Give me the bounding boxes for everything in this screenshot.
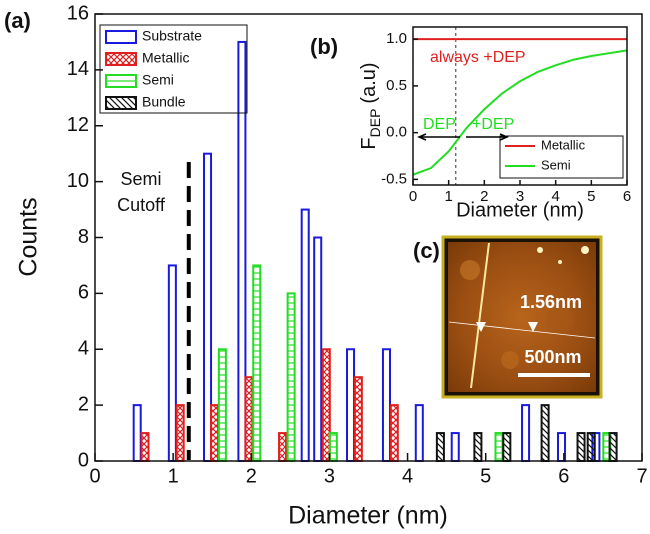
label-unit: (a.u) — [358, 62, 380, 103]
bar — [503, 433, 510, 461]
bar — [610, 433, 617, 461]
y-tick-label: 0.5 — [386, 77, 407, 94]
x-tick-label: 6 — [623, 188, 631, 205]
bar — [279, 433, 286, 461]
bar — [219, 349, 226, 461]
y-tick-label: 14 — [67, 58, 89, 80]
legend-swatch — [106, 97, 136, 109]
bar — [288, 293, 295, 461]
bar — [134, 405, 141, 461]
x-tick-label: 5 — [587, 188, 595, 205]
bar — [391, 405, 398, 461]
y-tick-label: 16 — [67, 2, 89, 24]
y-tick-label: 12 — [67, 114, 89, 136]
bar — [542, 405, 549, 461]
bar — [211, 405, 218, 461]
y-tick-label: 2 — [78, 393, 89, 415]
bar — [452, 433, 459, 461]
bar — [474, 433, 481, 461]
bar — [245, 377, 252, 461]
bar — [204, 154, 211, 461]
legend-swatch — [106, 53, 136, 65]
x-tick-label: 3 — [324, 465, 335, 487]
inset-y-axis-label: FDEP (a.u) — [358, 62, 382, 149]
bar — [522, 405, 529, 461]
legend-label: Bundle — [142, 94, 186, 110]
bar — [169, 265, 176, 461]
y-tick-label: -0.5 — [381, 170, 407, 187]
bar — [141, 433, 148, 461]
bar — [588, 433, 595, 461]
y-tick-label: 0.0 — [386, 124, 407, 141]
bar — [495, 433, 502, 461]
x-tick-label: 3 — [516, 188, 524, 205]
bar — [323, 349, 330, 461]
legend-label: Metallic — [142, 50, 189, 66]
y-tick-label: 6 — [78, 282, 89, 304]
legend-label: Semi — [541, 157, 571, 172]
bar — [302, 210, 309, 461]
label-sub: DEP — [367, 109, 383, 138]
x-tick-label: 4 — [551, 188, 559, 205]
scale-label: 500nm — [524, 347, 581, 367]
label-main: F — [358, 137, 380, 149]
y-tick-label: 8 — [78, 226, 89, 248]
y-tick-label: 1.0 — [386, 30, 407, 47]
bar — [253, 265, 260, 461]
bar — [347, 349, 354, 461]
annotation: Cutoff — [117, 195, 166, 215]
bar — [383, 349, 390, 461]
x-tick-label: 0 — [89, 465, 100, 487]
x-tick-label: 1 — [444, 188, 452, 205]
x-tick-label: 2 — [246, 465, 257, 487]
x-tick-label: 4 — [402, 465, 413, 487]
bar — [330, 433, 337, 461]
x-tick-label: 1 — [168, 465, 179, 487]
y-tick-label: 0 — [78, 449, 89, 471]
x-tick-label: 2 — [480, 188, 488, 205]
y-axis-label: Counts — [15, 197, 43, 276]
legend-label: Metallic — [541, 137, 586, 152]
bar — [355, 377, 362, 461]
legend-swatch — [106, 75, 136, 87]
x-tick-label: 5 — [480, 465, 491, 487]
annotation: +DEP — [472, 116, 514, 133]
bar — [314, 238, 321, 462]
bar — [177, 405, 184, 461]
bar — [578, 433, 585, 461]
legend-label: Substrate — [142, 28, 202, 44]
legend-swatch — [106, 31, 136, 43]
x-tick-label: 0 — [409, 188, 417, 205]
x-axis-label: Diameter (nm) — [288, 502, 448, 530]
annotation: DEP — [423, 116, 456, 133]
y-tick-label: 4 — [78, 338, 89, 360]
y-tick-label: 10 — [67, 170, 89, 192]
annotation: always +DEP — [430, 49, 526, 66]
legend-label: Semi — [142, 72, 174, 88]
panel-label: (b) — [310, 34, 338, 59]
panel-label: (c) — [413, 238, 440, 263]
annotation: Semi — [120, 169, 161, 189]
bar — [238, 42, 245, 461]
afm-image: 1.56nm 500nm (c) — [413, 237, 601, 397]
bar — [437, 433, 444, 461]
bar — [416, 405, 423, 461]
height-label: 1.56nm — [520, 292, 582, 312]
x-tick-label: 6 — [558, 465, 569, 487]
figure: 1.56nm 500nm (c) Counts Diameter (nm) FD… — [0, 0, 650, 534]
panel-label: (a) — [4, 8, 31, 33]
x-tick-label: 7 — [636, 465, 647, 487]
